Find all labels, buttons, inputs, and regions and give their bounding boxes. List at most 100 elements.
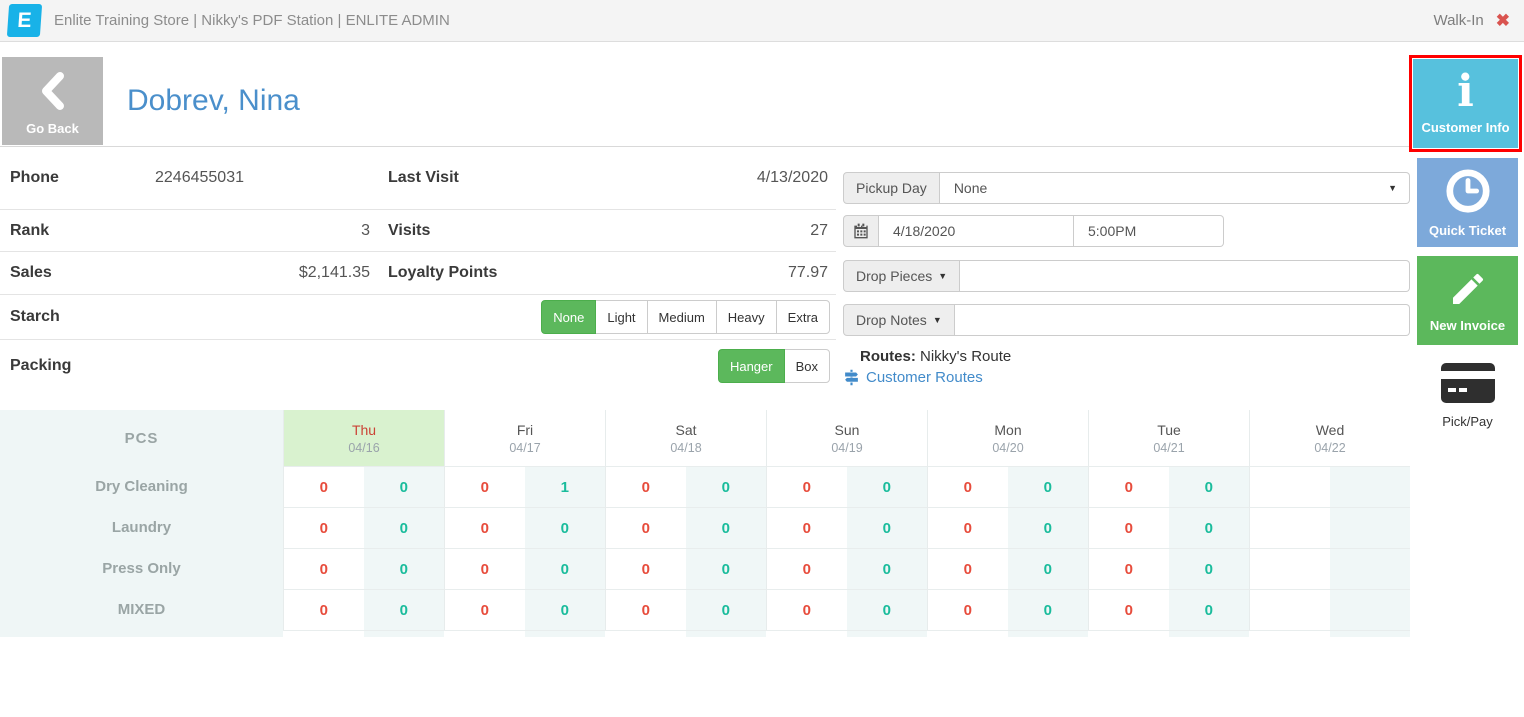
pickup-time-value: 5:00PM [1088, 223, 1137, 239]
pcs-cell: 0 [283, 589, 364, 630]
pickup-day-select[interactable]: None ▼ [939, 172, 1410, 204]
loyalty-points-value: 77.97 [787, 264, 828, 281]
loyalty-points-label: Loyalty Points [388, 264, 498, 281]
station-title: Enlite Training Store | Nikky's PDF Stat… [54, 12, 450, 29]
routes-label: Routes: [860, 348, 916, 365]
pcs-cell: 0 [363, 548, 444, 589]
pick-pay-button[interactable]: Pick/Pay [1417, 360, 1518, 435]
last-visit-label: Last Visit [388, 169, 459, 186]
pcs-cell: 0 [444, 548, 525, 589]
drop-notes-group: Drop Notes ▼ [843, 304, 1410, 336]
table-footer-strip [1329, 630, 1410, 637]
pcs-cell: 0 [605, 548, 686, 589]
table-footer-strip [927, 630, 1008, 637]
quick-ticket-label: Quick Ticket [1428, 222, 1507, 238]
customer-routes-link[interactable]: Customer Routes [843, 369, 983, 386]
table-footer-strip [363, 630, 444, 637]
day-name: Mon [994, 421, 1022, 438]
drop-notes-dropdown[interactable]: Drop Notes ▼ [843, 304, 955, 336]
starch-option-heavy[interactable]: Heavy [715, 300, 777, 334]
pcs-cell: 0 [846, 466, 927, 507]
drop-pieces-dropdown[interactable]: Drop Pieces ▼ [843, 260, 961, 292]
starch-option-light[interactable]: Light [595, 300, 648, 334]
pcs-cell: 0 [685, 548, 766, 589]
day-header-sun: Sun 04/19 [766, 410, 927, 466]
pcs-cell: 0 [927, 548, 1008, 589]
drop-pieces-input[interactable] [960, 260, 1410, 292]
chevron-down-icon: ▼ [932, 315, 942, 325]
pcs-cell: 0 [524, 507, 605, 548]
pcs-cell: 0 [605, 589, 686, 630]
day-name: Tue [1157, 421, 1181, 438]
sales-value: $2,141.35 [298, 264, 370, 281]
pcs-cell: 0 [444, 589, 525, 630]
pcs-week-table: PCS Thu 04/16 Fri 04/17 Sat 04/18 Sun 04/19 … [0, 410, 1410, 637]
drop-notes-input[interactable] [954, 304, 1410, 336]
last-visit-value: 4/13/2020 [756, 169, 828, 186]
new-invoice-button[interactable]: New Invoice [1417, 256, 1518, 345]
pickup-date-value: 4/18/2020 [893, 223, 956, 239]
customer-info-panel: Phone 2246455031 Last Visit 4/13/2020 Ra… [0, 147, 836, 392]
pickup-date-input[interactable]: 4/18/2020 [879, 215, 1074, 247]
customer-info-button[interactable]: i Customer Info [1413, 59, 1518, 148]
go-back-button[interactable]: Go Back [2, 57, 103, 145]
routes-line: Routes: Nikky's Route [860, 348, 1011, 365]
pcs-cell [1329, 589, 1410, 630]
routes-value: Nikky's Route [920, 348, 1012, 365]
pcs-cell: 0 [605, 466, 686, 507]
pcs-row-label: Press Only [0, 548, 283, 589]
starch-option-none[interactable]: None [541, 300, 597, 334]
header-divider [0, 146, 1410, 147]
pcs-cell: 0 [283, 466, 364, 507]
day-date: 04/17 [509, 440, 541, 455]
starch-option-medium[interactable]: Medium [646, 300, 717, 334]
table-footer-strip [1168, 630, 1249, 637]
pcs-cell: 0 [1007, 507, 1088, 548]
pcs-cell: 0 [283, 507, 364, 548]
walk-in-label: Walk-In [1433, 12, 1484, 29]
customer-info-label: Customer Info [1421, 120, 1510, 136]
close-icon[interactable]: ✖ [1495, 10, 1510, 30]
info-row-starch: Starch None Light Medium Heavy Extra [0, 295, 836, 340]
pcs-cell: 0 [766, 548, 847, 589]
pcs-corner-label: PCS [0, 410, 283, 466]
drop-pieces-label: Drop Pieces [856, 268, 933, 284]
info-icon: i [1457, 65, 1474, 117]
rank-label: Rank [10, 221, 50, 239]
pcs-cell: 0 [1088, 507, 1169, 548]
pcs-cell [1249, 589, 1330, 630]
pcs-row-label: Laundry [0, 507, 283, 548]
pcs-cell: 0 [685, 466, 766, 507]
pcs-cell: 0 [685, 589, 766, 630]
packing-option-hanger[interactable]: Hanger [717, 349, 785, 383]
pcs-cell [1329, 548, 1410, 589]
enlite-logo-icon: E [6, 4, 43, 37]
rank-value: 3 [361, 221, 370, 239]
new-invoice-label: New Invoice [1429, 317, 1506, 333]
day-date: 04/20 [992, 440, 1024, 455]
pcs-row-label: Dry Cleaning [0, 466, 283, 507]
go-back-label: Go Back [26, 120, 79, 136]
pickup-day-value: None [953, 180, 988, 196]
day-name: Sat [675, 421, 697, 438]
day-header-fri: Fri 04/17 [444, 410, 605, 466]
day-header-sat: Sat 04/18 [605, 410, 766, 466]
customer-routes-label: Customer Routes [866, 369, 983, 386]
day-name: Thu [351, 421, 377, 438]
pcs-cell: 0 [1007, 589, 1088, 630]
calendar-addon[interactable] [843, 215, 879, 247]
packing-option-box[interactable]: Box [783, 349, 830, 383]
drop-notes-label: Drop Notes [856, 312, 927, 328]
clock-icon [1445, 168, 1490, 213]
table-footer-strip [1088, 630, 1169, 637]
pickup-time-input[interactable]: 5:00PM [1074, 215, 1224, 247]
day-date: 04/16 [348, 440, 380, 455]
day-date: 04/19 [831, 440, 863, 455]
starch-option-extra[interactable]: Extra [775, 300, 830, 334]
pcs-cell: 0 [1168, 589, 1249, 630]
pcs-cell: 0 [1168, 548, 1249, 589]
pcs-cell: 0 [846, 507, 927, 548]
pcs-cell: 0 [927, 507, 1008, 548]
quick-ticket-button[interactable]: Quick Ticket [1417, 158, 1518, 247]
info-row-phone: Phone 2246455031 Last Visit 4/13/2020 [0, 147, 836, 210]
